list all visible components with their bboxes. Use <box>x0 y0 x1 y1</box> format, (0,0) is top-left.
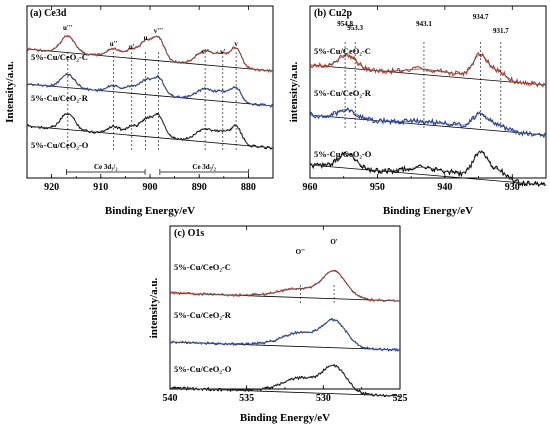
peak-label: u <box>144 34 148 42</box>
series-label: 5%-Cu/CeO₂-O <box>31 140 89 150</box>
peak-label: u' <box>129 43 135 51</box>
panel-a-title: (a) Ce3d <box>30 8 67 19</box>
series-line <box>26 112 274 150</box>
panel-b-title: (b) Cu2p <box>314 8 353 19</box>
fit-envelope <box>170 365 400 397</box>
x-tick-label: 920 <box>44 182 59 193</box>
panel-c-ylabel: intensity/a.u. <box>148 277 160 338</box>
panel-b-label: (b) <box>314 8 326 19</box>
peak-label: v <box>234 40 238 48</box>
series-label: 5%-Cu/CeO₂-R <box>174 310 232 320</box>
panel-a-label: (a) <box>30 8 42 19</box>
fit-envelope <box>170 319 400 351</box>
peak-label: 934.7 <box>473 13 489 21</box>
peak-label: 953.3 <box>347 24 363 32</box>
series-label: 5%-Cu/CeO₂-O <box>174 364 232 374</box>
series-label: 5%-Cu/CeO₂-R <box>314 88 372 98</box>
x-tick-label: 930 <box>505 182 520 193</box>
fit-envelope <box>26 74 274 107</box>
series-label: 5%-Cu/CeO₂-C <box>31 52 88 62</box>
peak-label: O' <box>330 238 337 246</box>
panel-a-element: Ce3d <box>44 8 67 19</box>
x-tick-label: 950 <box>370 182 385 193</box>
panel-a-ce3d: (a) Ce3d Binding Energy/eV Intensity/a.u… <box>4 5 274 217</box>
x-tick-label: 530 <box>316 393 331 404</box>
peak-label: v''' <box>154 27 163 35</box>
x-tick-label: 535 <box>239 393 254 404</box>
panel-b-element: Cu2p <box>329 8 353 19</box>
panel-b-cu2p: (b) Cu2p Binding Energy/eV intensity/a.u… <box>288 5 547 217</box>
peak-label: u'' <box>110 40 118 48</box>
panel-c-element: O1s <box>188 228 205 239</box>
series-line <box>169 317 401 352</box>
peak-label: 943.1 <box>416 20 432 28</box>
baseline <box>309 164 547 186</box>
series-line <box>26 72 274 108</box>
x-tick-label: 525 <box>393 393 408 404</box>
series-line <box>309 107 547 139</box>
series-label: 5%-Cu/CeO₂-C <box>314 46 371 56</box>
series-label: 5%-Cu/CeO₂-O <box>314 149 372 159</box>
fit-envelope <box>26 35 274 72</box>
region-label: Ce 3d₃/₂ <box>94 163 117 171</box>
panel-b-xlabel: Binding Energy/eV <box>383 205 473 217</box>
panel-b-frame <box>309 5 547 179</box>
fit-envelope <box>170 270 400 302</box>
baseline <box>309 64 547 86</box>
peak-label: u''' <box>63 24 73 32</box>
panel-a-xlabel: Binding Energy/eV <box>105 205 195 217</box>
baseline <box>26 83 274 107</box>
panel-c-xlabel: Binding Energy/eV <box>240 412 330 424</box>
x-tick-label: 940 <box>437 182 452 193</box>
fit-envelope <box>309 109 547 136</box>
panel-c-title: (c) O1s <box>174 228 204 239</box>
peak-label: O'' <box>296 248 305 256</box>
panel-c-ticks: 540 535 530 525 <box>163 226 408 404</box>
x-tick-label: 910 <box>93 182 108 193</box>
fit-envelope <box>309 53 547 86</box>
x-tick-label: 880 <box>241 182 256 193</box>
series-label: 5%-Cu/CeO₂-C <box>174 262 231 272</box>
panel-c-plot: 5%-Cu/CeO₂-C 5%-Cu/CeO₂-R 5%-Cu/CeO₂-O O'' O… <box>169 238 401 398</box>
panel-b-ticks: 960 950 940 930 <box>303 6 547 193</box>
baseline <box>309 114 547 136</box>
panel-c-label: (c) <box>174 228 185 239</box>
x-tick-label: 960 <box>303 182 318 193</box>
peak-label: 954.8 <box>337 20 353 28</box>
panel-c-o1s: (c) O1s Binding Energy/eV intensity/a.u.… <box>148 225 408 424</box>
fit-envelope <box>309 151 547 186</box>
panel-b-plot: 5%-Cu/CeO₂-C 5%-Cu/CeO₂-R 5%-Cu/CeO₂-O 954.… <box>309 13 547 187</box>
panel-a-ylabel: Intensity/a.u. <box>4 61 16 123</box>
panel-a-plot: 5%-Cu/CeO₂-C 5%-Cu/CeO₂-R 5%-Cu/CeO₂-O u'''… <box>26 24 274 175</box>
peak-label: 931.7 <box>493 27 509 35</box>
panel-a-ticks: 920 910 900 890 880 <box>26 6 274 193</box>
region-label: Ce 3d₅/₂ <box>192 163 215 171</box>
x-tick-label: 890 <box>192 182 207 193</box>
panel-b-ylabel: intensity/a.u. <box>288 61 300 122</box>
series-label: 5%-Cu/CeO₂-R <box>31 93 89 103</box>
x-tick-label: 900 <box>143 182 158 193</box>
x-tick-label: 540 <box>163 393 178 404</box>
